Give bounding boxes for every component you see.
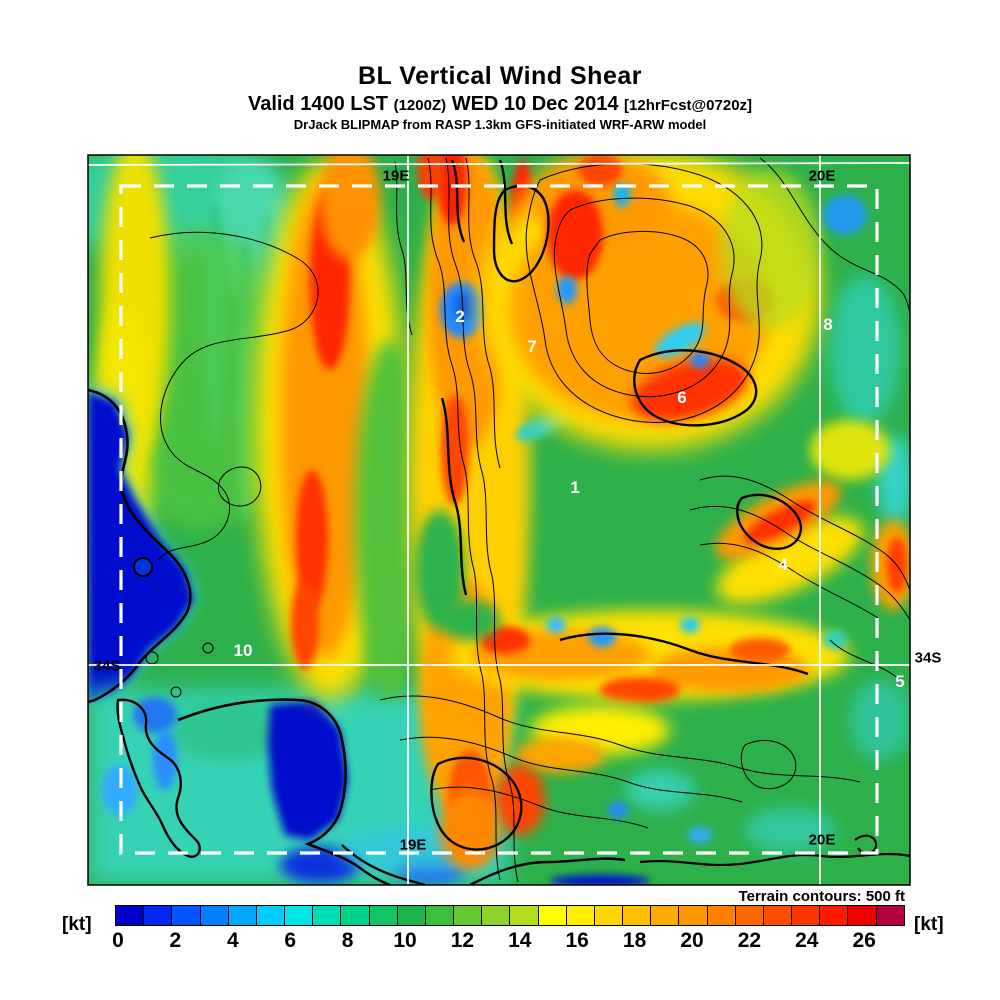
shear-value-label: 4 [778, 555, 788, 574]
map-border [87, 154, 911, 886]
grid-coordinate-label: 20E [808, 831, 836, 849]
grid-coordinate-label: 19E [399, 836, 427, 854]
shear-value-label: 2 [455, 307, 465, 326]
colorbar-segment [651, 906, 680, 925]
shear-value-label: 8 [823, 315, 833, 334]
colorbar-segment [397, 906, 426, 925]
colorbar-segment [144, 906, 173, 925]
valid-time-line: Valid 1400 LST (1200Z) WED 10 Dec 2014 [… [0, 93, 1000, 116]
colorbar-segment [116, 906, 145, 925]
colorbar-segment [482, 906, 511, 925]
colorbar-segment [623, 906, 652, 925]
colorbar-tick-labels: 0 2 4 6 8 10 12 14 16 18 20 22 24 26 [0, 929, 1000, 955]
colorbar-segment [510, 906, 539, 925]
colorbar-segment [792, 906, 821, 925]
shear-value-label: 1 [570, 478, 580, 497]
colorbar-segment [820, 906, 849, 925]
terrain-contour-note: Terrain contours: 500 ft [738, 888, 905, 905]
colorbar-segment [228, 906, 257, 925]
coastline [88, 388, 910, 885]
grid-coordinate-label: 19E [382, 167, 410, 185]
model-domain-dashed-box [119, 184, 879, 855]
shear-value-label: 10 [233, 641, 253, 660]
colorbar-tick: 2 [169, 929, 182, 952]
valid-time: Valid 1400 LST [247, 92, 389, 115]
grid-coordinate-label: 34S [914, 649, 942, 667]
colorbar-segment [369, 906, 398, 925]
valid-zulu: (1200Z) [393, 96, 447, 114]
colorbar-segment [425, 906, 455, 925]
colorbar-segment [538, 906, 567, 925]
page-title: BL Vertical Wind Shear [357, 62, 642, 90]
colorbar-segment [454, 906, 483, 925]
colorbar-tick: 22 [737, 929, 762, 952]
colorbar-tick: 24 [795, 929, 819, 952]
colorbar-tick: 0 [112, 929, 124, 952]
colorbar-tick: 6 [284, 929, 297, 952]
colorbar-segment [876, 906, 904, 925]
colorbar-tick: 20 [680, 929, 704, 952]
colorbar-segment [341, 906, 370, 925]
colorbar-segment [848, 906, 877, 925]
colorbar-segment [200, 906, 229, 925]
colorbar-unit-right: [kt] [914, 914, 944, 935]
colorbar-tick: 10 [393, 929, 417, 952]
grid-coordinate-label: 34S [93, 657, 121, 675]
wind-shear-colorbar [115, 905, 905, 926]
shear-value-label: 7 [527, 337, 537, 356]
colorbar-segment [594, 906, 624, 925]
colorbar-tick: 8 [341, 929, 354, 952]
colorbar-tick: 16 [565, 929, 589, 952]
colorbar-segment [679, 906, 708, 925]
wind-shear-field [88, 155, 910, 885]
colorbar-tick: 4 [226, 929, 239, 952]
colorbar-segment [763, 906, 793, 925]
colorbar-tick: 18 [622, 929, 647, 952]
lat-lon-grid [88, 155, 910, 885]
colorbar-segment [285, 906, 314, 925]
colorbar-segment [566, 906, 595, 925]
terrain-contours [145, 157, 910, 883]
colorbar-segment [256, 906, 286, 925]
colorbar-tick: 12 [450, 929, 475, 952]
colorbar-segment [735, 906, 764, 925]
header: BL Vertical Wind Shear Valid 1400 LST (1… [0, 62, 1000, 133]
colorbar-segment [172, 906, 201, 925]
valid-date: WED 10 Dec 2014 [451, 92, 619, 115]
model-attribution: DrJack BLIPMAP from RASP 1.3km GFS-initi… [293, 116, 707, 132]
shear-value-label: 6 [677, 388, 687, 407]
forecast-run: [12hrFcst@0720z] [624, 96, 753, 114]
colorbar-tick: 14 [508, 929, 532, 952]
colorbar-segment [313, 906, 342, 925]
shear-value-label: 5 [895, 672, 905, 691]
grid-coordinate-label: 20E [808, 167, 836, 185]
colorbar-unit-left: [kt] [62, 914, 92, 935]
colorbar-segment [707, 906, 736, 925]
colorbar-tick: 26 [852, 929, 876, 952]
